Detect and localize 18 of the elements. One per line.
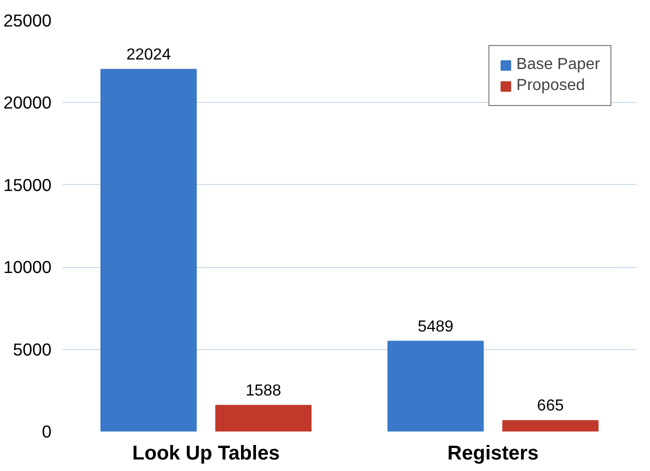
- bar: [215, 404, 312, 432]
- y-tick-label: 0: [42, 422, 52, 442]
- x-tick-label: Look Up Tables: [132, 442, 280, 464]
- data-label: 22024: [126, 46, 171, 64]
- bar: [387, 340, 484, 432]
- data-label: 665: [537, 398, 564, 415]
- y-tick-label: 20000: [3, 92, 52, 113]
- bar: [502, 420, 599, 432]
- legend-label: Proposed: [516, 77, 585, 95]
- y-tick-label: 15000: [3, 174, 52, 195]
- y-tick-label: 25000: [3, 10, 52, 30]
- y-tick-label: 10000: [3, 257, 52, 278]
- x-tick-label: Registers: [447, 442, 539, 464]
- y-tick-label: 5000: [12, 339, 52, 360]
- legend-label: Base Paper: [516, 56, 600, 74]
- data-label: 5489: [418, 318, 454, 336]
- data-label: 1588: [246, 382, 282, 400]
- bar: [100, 68, 197, 432]
